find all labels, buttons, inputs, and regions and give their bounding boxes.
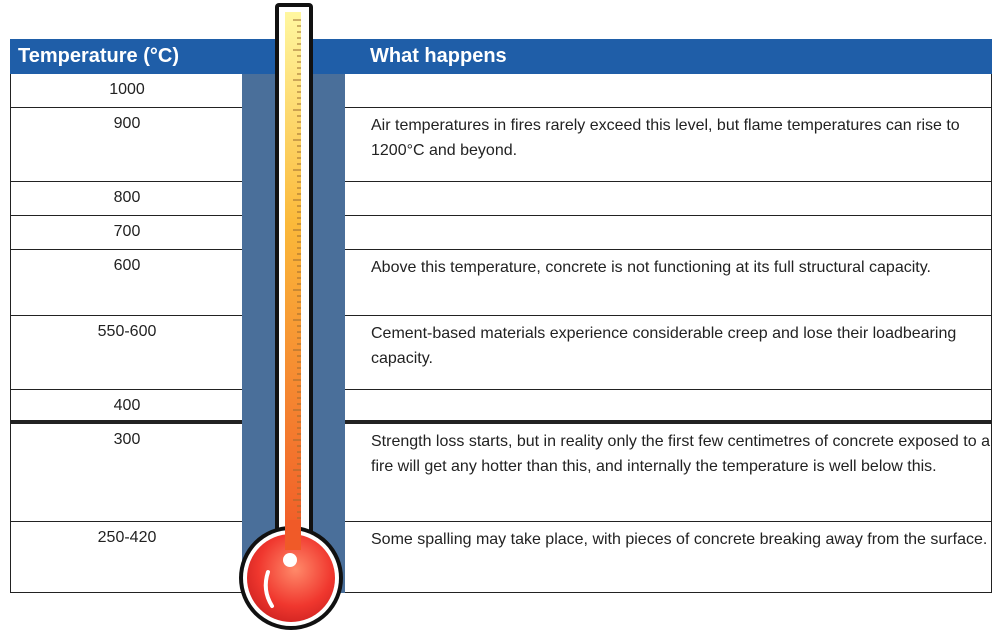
page: 1000900Air temperatures in fires rarely … [0,0,992,631]
bulb-highlight [283,553,297,567]
thermometer [0,0,992,631]
mercury-neck [285,520,301,550]
